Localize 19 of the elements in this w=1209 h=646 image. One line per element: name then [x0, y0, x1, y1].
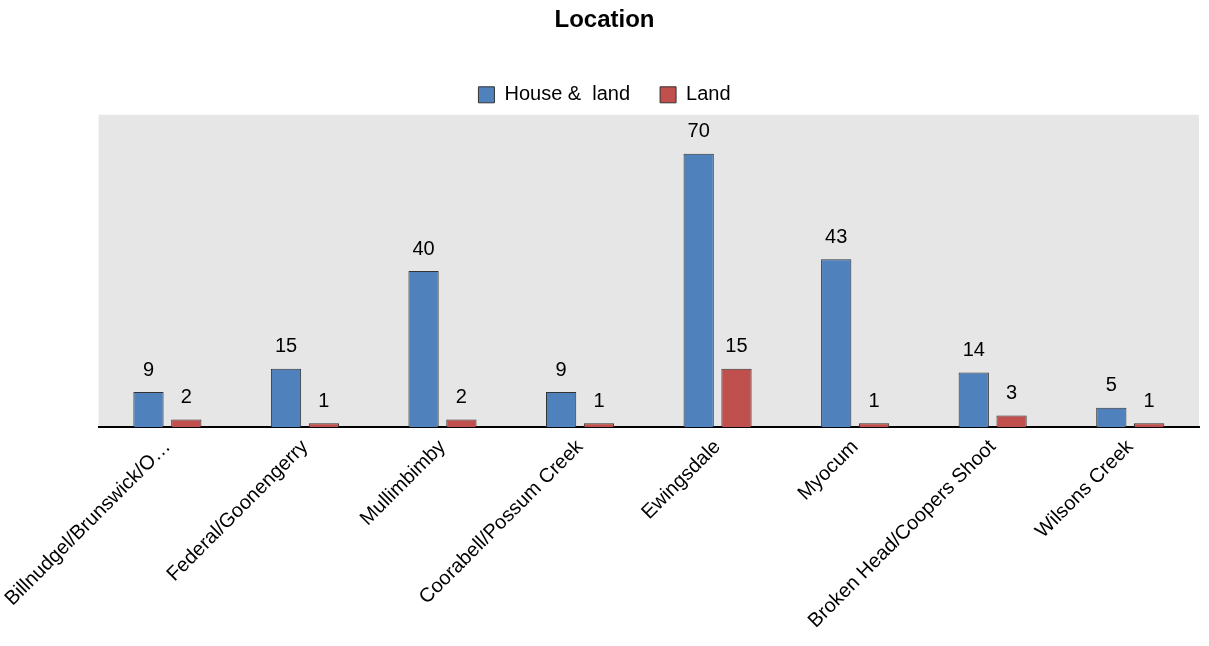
data-label: 1	[593, 388, 605, 411]
legend-label: Land	[686, 82, 731, 105]
data-label: 2	[180, 384, 192, 407]
chart-title: Location	[554, 5, 655, 33]
legend-label: House & land	[504, 82, 631, 105]
data-label: 3	[1006, 381, 1018, 404]
data-label: 5	[1105, 373, 1117, 396]
data-label: 1	[868, 388, 880, 411]
data-label: 9	[555, 357, 567, 380]
data-label: 43	[825, 224, 848, 247]
data-label: 70	[687, 119, 710, 142]
data-label: 9	[142, 357, 155, 380]
data-label: 40	[412, 236, 435, 259]
data-label: 1	[1143, 388, 1155, 411]
data-label: 14	[962, 338, 985, 361]
data-label: 15	[725, 334, 748, 357]
data-label: 15	[274, 334, 298, 357]
data-label: 2	[455, 384, 467, 407]
data-label: 1	[318, 388, 330, 411]
